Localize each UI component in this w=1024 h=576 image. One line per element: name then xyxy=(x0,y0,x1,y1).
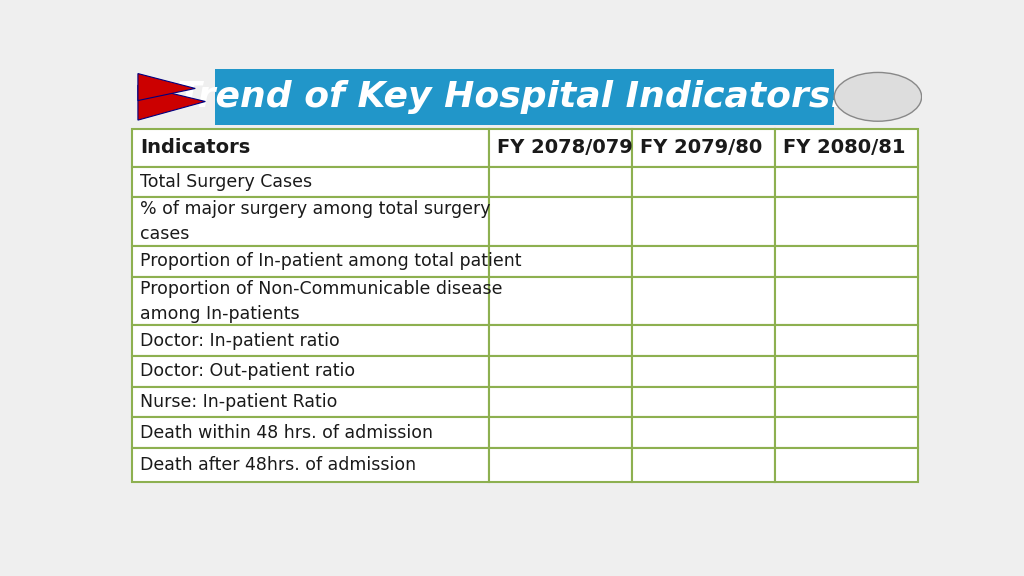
Circle shape xyxy=(835,73,922,121)
Text: Doctor: In-patient ratio: Doctor: In-patient ratio xyxy=(140,332,340,350)
Text: FY 2080/81: FY 2080/81 xyxy=(783,138,906,157)
Text: Nurse: In-patient Ratio: Nurse: In-patient Ratio xyxy=(140,393,337,411)
Bar xyxy=(132,356,489,386)
Text: FY 2078/079: FY 2078/079 xyxy=(498,138,633,157)
Bar xyxy=(633,448,775,482)
Bar xyxy=(775,246,918,276)
Bar xyxy=(132,448,489,482)
Bar xyxy=(132,246,489,276)
Bar xyxy=(132,417,489,448)
Bar xyxy=(775,356,918,386)
Text: Death within 48 hrs. of admission: Death within 48 hrs. of admission xyxy=(140,423,433,442)
Bar xyxy=(775,276,918,325)
Bar xyxy=(132,166,489,198)
Bar xyxy=(775,417,918,448)
Bar xyxy=(775,386,918,417)
Bar xyxy=(489,325,633,356)
Text: Total Surgery Cases: Total Surgery Cases xyxy=(140,173,312,191)
Text: FY 2079/80: FY 2079/80 xyxy=(640,138,763,157)
Bar xyxy=(132,198,489,246)
Bar xyxy=(489,448,633,482)
Bar xyxy=(633,276,775,325)
Bar xyxy=(633,198,775,246)
Bar xyxy=(489,356,633,386)
Polygon shape xyxy=(138,85,206,120)
Bar xyxy=(633,356,775,386)
Bar xyxy=(489,246,633,276)
Bar xyxy=(132,325,489,356)
Polygon shape xyxy=(138,74,196,101)
Bar xyxy=(775,448,918,482)
Text: Indicators: Indicators xyxy=(140,138,250,157)
Bar xyxy=(132,386,489,417)
Text: Trend of Key Hospital Indicators...: Trend of Key Hospital Indicators... xyxy=(177,80,872,114)
Bar xyxy=(633,166,775,198)
Bar xyxy=(489,386,633,417)
Bar xyxy=(132,129,489,166)
Bar xyxy=(215,69,835,124)
Bar xyxy=(489,417,633,448)
Text: Doctor: Out-patient ratio: Doctor: Out-patient ratio xyxy=(140,362,355,380)
Bar xyxy=(633,417,775,448)
Bar xyxy=(633,246,775,276)
Text: Proportion of In-patient among total patient: Proportion of In-patient among total pat… xyxy=(140,252,521,270)
Bar xyxy=(775,129,918,166)
Bar xyxy=(132,276,489,325)
Bar xyxy=(633,325,775,356)
Bar xyxy=(489,198,633,246)
Bar xyxy=(633,129,775,166)
Text: Death after 48hrs. of admission: Death after 48hrs. of admission xyxy=(140,456,416,474)
Text: Proportion of Non-Communicable disease
among In-patients: Proportion of Non-Communicable disease a… xyxy=(140,279,503,323)
Bar xyxy=(775,325,918,356)
Bar xyxy=(775,166,918,198)
Bar xyxy=(489,129,633,166)
Bar xyxy=(633,386,775,417)
Bar xyxy=(775,198,918,246)
Text: % of major surgery among total surgery
cases: % of major surgery among total surgery c… xyxy=(140,200,490,243)
Bar xyxy=(489,166,633,198)
Bar xyxy=(489,276,633,325)
